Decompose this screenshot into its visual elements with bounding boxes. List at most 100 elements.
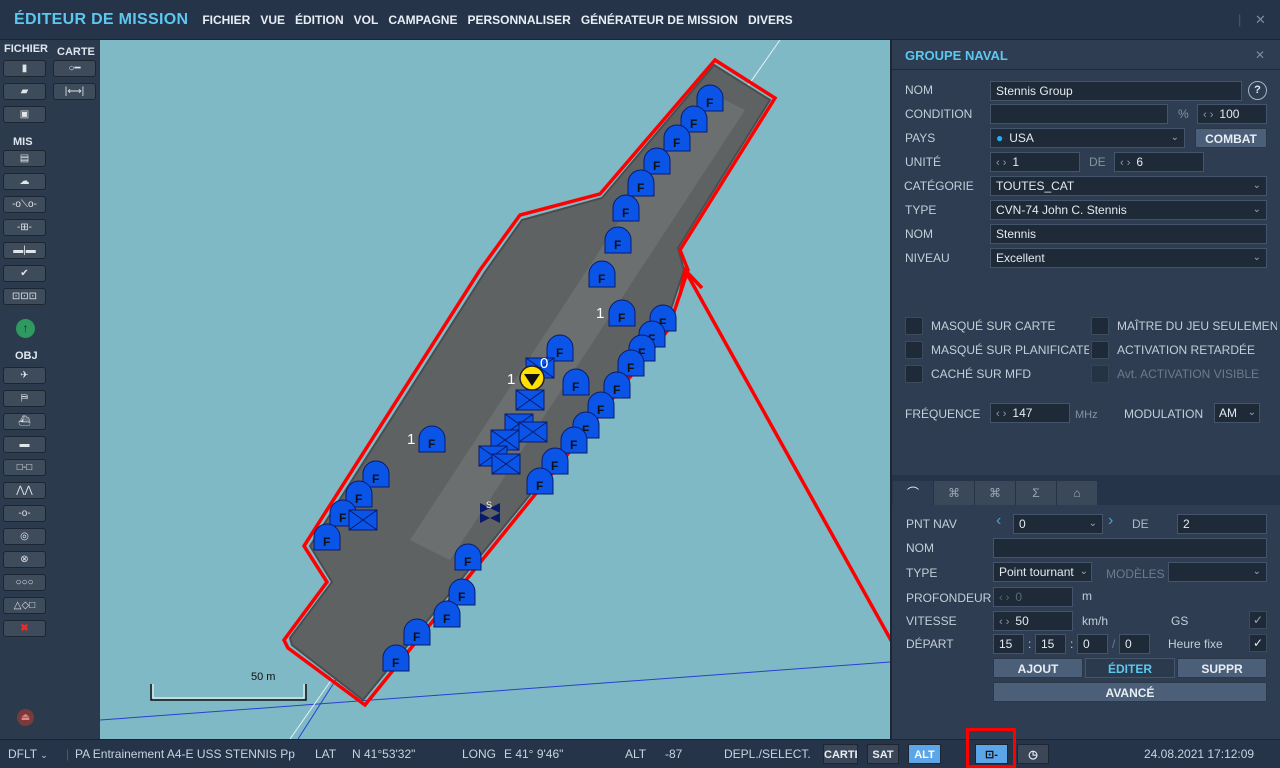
weather-button[interactable]: ☁ [3,173,46,190]
next-waypoint-button[interactable]: › [1108,512,1114,529]
trigger-button[interactable]: -o⟍o- [3,196,46,213]
aircraft-marker[interactable] [546,334,574,362]
clock-tool-button[interactable]: ◷ [1017,744,1049,764]
fly-mission-button[interactable]: ↑ [16,319,35,338]
delete-waypoint-button[interactable]: SUPPR [1177,658,1267,678]
ship-marker[interactable]: S [480,500,500,523]
add-group-button[interactable]: ○○○ [3,574,46,591]
tab-actions[interactable]: ⌘ [975,481,1015,505]
unit-name-input[interactable]: Stennis [990,224,1267,244]
option-checkbox[interactable] [1091,317,1109,335]
add-plane-button[interactable]: ✈ [3,367,46,384]
waypoint-select[interactable]: 0 ⌄ [1013,514,1103,534]
add-waypoint-button[interactable]: AJOUT [993,658,1083,678]
map-mode-carte[interactable]: CARTE [823,744,858,764]
menu-vue[interactable]: VUE [260,12,285,27]
aircraft-marker[interactable] [403,618,431,646]
menu-fichier[interactable]: FICHIER [202,12,251,27]
departure-day[interactable]: 0 [1119,634,1150,654]
type-select[interactable]: CVN-74 John C. Stennis ⌄ [990,200,1267,220]
gs-checkbox[interactable]: ✓ [1249,611,1267,629]
menu-edition[interactable]: ÉDITION [295,12,344,27]
departure-seconds[interactable]: 0 [1077,634,1108,654]
flag-button[interactable]: ▬|▬ [3,242,46,259]
edit-waypoint-button[interactable]: ÉDITER [1085,658,1175,678]
aircraft-marker[interactable] [643,147,671,175]
aircraft-marker[interactable] [603,371,631,399]
modeles-select[interactable]: ⌄ [1168,562,1267,582]
departure-minutes[interactable]: 15 [1035,634,1066,654]
aircraft-marker[interactable] [588,260,616,288]
modulation-select[interactable]: AM ⌄ [1214,403,1260,423]
add-target-button[interactable]: ◎ [3,528,46,545]
close-app-button[interactable]: ✕ [1255,12,1266,27]
check-button[interactable]: ✔ [3,265,46,282]
measure-button[interactable]: |⟷| [53,83,96,100]
map-mode-sat[interactable]: SAT [867,744,899,764]
aircraft-marker[interactable] [541,447,569,475]
combat-button[interactable]: COMBAT [1195,128,1267,148]
add-helicopter-button[interactable]: ⛿ [3,390,46,407]
condition-percent-stepper[interactable]: ‹ › 100 [1197,104,1267,124]
add-template-button[interactable]: ⋀⋀ [3,482,46,499]
map-key-button[interactable]: ○━ [53,60,96,77]
menu-divers[interactable]: DIVERS [747,12,793,27]
unit-stepper[interactable]: ‹ › 1 [990,152,1080,172]
ruler-tool-button[interactable]: ⊡- [975,744,1008,764]
add-nav-button[interactable]: ⊗ [3,551,46,568]
help-button[interactable]: ? [1248,81,1267,100]
option-checkbox[interactable] [1091,365,1109,383]
option-checkbox[interactable] [905,341,923,359]
aircraft-marker[interactable] [433,600,461,628]
chain-button[interactable]: ⊡⊡⊡ [3,288,46,305]
wp-name-input[interactable] [993,538,1267,558]
condition-input[interactable] [990,104,1168,124]
aircraft-marker[interactable] [345,480,373,508]
aircraft-marker[interactable] [560,426,588,454]
unit-total-stepper[interactable]: ‹ › 6 [1114,152,1204,172]
briefing-button[interactable]: ▤ [3,150,46,167]
category-select[interactable]: TOUTES_CAT ⌄ [990,176,1267,196]
aircraft-marker[interactable] [362,460,390,488]
option-checkbox[interactable] [905,317,923,335]
option-checkbox[interactable] [1091,341,1109,359]
menu-generateur[interactable]: GÉNÉRATEUR DE MISSION [580,12,738,27]
aircraft-marker[interactable] [627,169,655,197]
country-select[interactable]: ● USA ⌄ [990,128,1185,148]
menu-personnaliser[interactable]: PERSONNALISER [467,12,571,27]
fixed-time-checkbox[interactable]: ✓ [1249,634,1267,652]
exit-button[interactable]: ⏏ [17,709,34,726]
aircraft-marker[interactable] [562,368,590,396]
aircraft-marker[interactable] [617,349,645,377]
aircraft-marker[interactable] [418,425,446,453]
map-mode-alt[interactable]: ALT [908,744,941,764]
aircraft-marker[interactable] [604,226,632,254]
close-panel-button[interactable]: ✕ [1255,48,1266,62]
delete-button[interactable]: ✖ [3,620,46,637]
depth-stepper[interactable]: ‹ › 0 [993,587,1073,607]
aircraft-marker[interactable] [680,105,708,133]
add-ship-button[interactable]: ⛴ [3,413,46,430]
aircraft-marker[interactable] [454,543,482,571]
tab-hangar[interactable]: ⌂ [1057,481,1097,505]
menu-campagne[interactable]: CAMPAGNE [388,12,458,27]
open-file-button[interactable]: ▰ [3,83,46,100]
frequency-stepper[interactable]: ‹ › 147 [990,403,1070,423]
add-waypoint-button[interactable]: -o- [3,505,46,522]
map-view[interactable]: FFFFFFFFFFFFFFFFFFFFFFFFFFFFFFF 0 1 1 1 … [100,40,890,739]
aircraft-marker[interactable] [696,84,724,112]
aircraft-marker[interactable] [587,391,615,419]
zone-button[interactable]: -⊞- [3,219,46,236]
wp-type-select[interactable]: Point tournant ⌄ [993,562,1092,582]
speed-stepper[interactable]: ‹ › 50 [993,611,1073,631]
option-checkbox[interactable] [905,365,923,383]
aircraft-marker[interactable] [382,644,410,672]
aircraft-marker[interactable] [663,124,691,152]
menu-vol[interactable]: VOL [353,12,379,27]
aircraft-marker[interactable] [608,299,636,327]
tab-route[interactable]: ⌒ [893,481,933,505]
prev-waypoint-button[interactable]: ‹ [996,512,1002,529]
group-name-input[interactable]: Stennis Group [990,81,1242,101]
map-canvas[interactable]: FFFFFFFFFFFFFFFFFFFFFFFFFFFFFFF 0 1 1 1 … [100,40,890,739]
aircraft-marker[interactable] [313,523,341,551]
